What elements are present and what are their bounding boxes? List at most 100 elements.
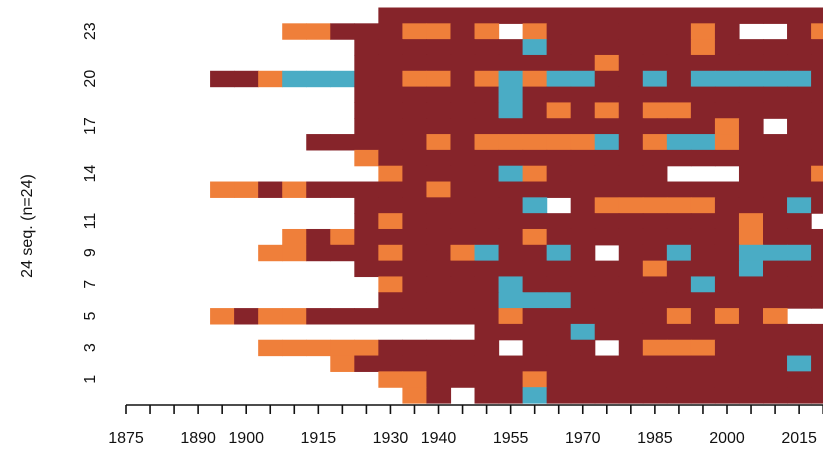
heatmap-cell [594,7,620,24]
heatmap-cell [666,118,692,135]
heatmap-cell [546,23,572,40]
heatmap-cell [666,23,692,40]
heatmap-cell [642,292,668,309]
heatmap-cell [450,371,476,388]
heatmap-cell [642,339,668,357]
heatmap-cell [763,323,788,341]
heatmap-cell [282,228,307,246]
heatmap-cell [426,23,452,40]
heatmap-cell [811,165,823,183]
heatmap-cell [763,339,788,357]
heatmap-cell [522,260,548,278]
heatmap-cell [763,387,788,404]
x-tick-label: 2015 [781,430,817,447]
heatmap-cell [811,260,823,278]
heatmap-cell [522,39,548,56]
heatmap-cell [570,7,596,24]
heatmap-cell [450,213,476,230]
heatmap-cell [787,260,812,278]
heatmap-cell [787,149,812,167]
heatmap-cell [811,355,823,372]
heatmap-cell [498,308,524,325]
heatmap-cell [811,134,823,151]
heatmap-cell [306,23,331,40]
heatmap-cell [666,339,692,357]
heatmap-cell [306,134,331,151]
heatmap-cell [594,181,620,198]
heatmap-cell [450,244,476,262]
heatmap-cell [570,308,596,325]
heatmap-cell [714,228,740,246]
heatmap-cell [522,371,548,388]
heatmap-cell [594,118,620,135]
heatmap-cell [618,260,644,278]
heatmap-cell [618,102,644,119]
heatmap-cell [811,54,823,72]
heatmap-cell [378,86,403,104]
heatmap-cell [811,23,823,40]
heatmap-cell [738,387,764,404]
heatmap-cell [811,339,823,357]
heatmap-cell [330,23,355,40]
heatmap-cell [450,54,476,72]
heatmap-cell [738,149,764,167]
heatmap-cell [450,181,476,198]
heatmap-cell [714,323,740,341]
heatmap-cell [690,339,716,357]
heatmap-cell [378,355,403,372]
heatmap-cell [306,339,331,357]
heatmap-cell [378,70,403,88]
heatmap-cell [258,70,283,88]
heatmap-cell [642,244,668,262]
heatmap-cell [330,134,355,151]
heatmap-cell [618,70,644,88]
heatmap-cell [546,308,572,325]
heatmap-cell [426,181,452,198]
heatmap-cell [714,371,740,388]
heatmap-cell [498,260,524,278]
heatmap-cell [474,7,500,24]
heatmap-cell [426,308,452,325]
heatmap-cell [642,23,668,40]
heatmap-cell [474,134,500,151]
heatmap-cell [282,181,307,198]
heatmap-cell [570,149,596,167]
heatmap-cell [714,260,740,278]
heatmap-cell [787,181,812,198]
heatmap-cell [474,54,500,72]
heatmap-cell [787,244,812,262]
heatmap-cell [594,54,620,72]
heatmap-cell [402,181,428,198]
heatmap-cell [618,292,644,309]
heatmap-cell [330,339,355,357]
heatmap-cell [378,197,403,214]
heatmap-cell [690,86,716,104]
heatmap-cell [738,308,764,325]
heatmap-cell [546,276,572,293]
heatmap-cell [474,339,500,357]
heatmap-cell [642,70,668,88]
heatmap-cell [570,118,596,135]
heatmap-cell [787,70,812,88]
heatmap-cell [763,181,788,198]
heatmap-cell [402,197,428,214]
heatmap-cell [354,213,379,230]
heatmap-cell [763,165,788,183]
heatmap-cell [522,276,548,293]
heatmap-cell [618,339,644,357]
heatmap-cell [787,323,812,341]
heatmap-cell [570,260,596,278]
heatmap-cell [738,292,764,309]
heatmap-cell [570,244,596,262]
heatmap-cell [714,276,740,293]
heatmap-cells [210,7,823,404]
heatmap-cell [546,118,572,135]
heatmap-cell [450,228,476,246]
heatmap-cell [522,7,548,24]
x-tick-label: 1955 [493,430,529,447]
heatmap-cell [498,165,524,183]
heatmap-cell [474,118,500,135]
heatmap-cell [378,308,403,325]
heatmap-cell [666,181,692,198]
heatmap-cell [498,70,524,88]
